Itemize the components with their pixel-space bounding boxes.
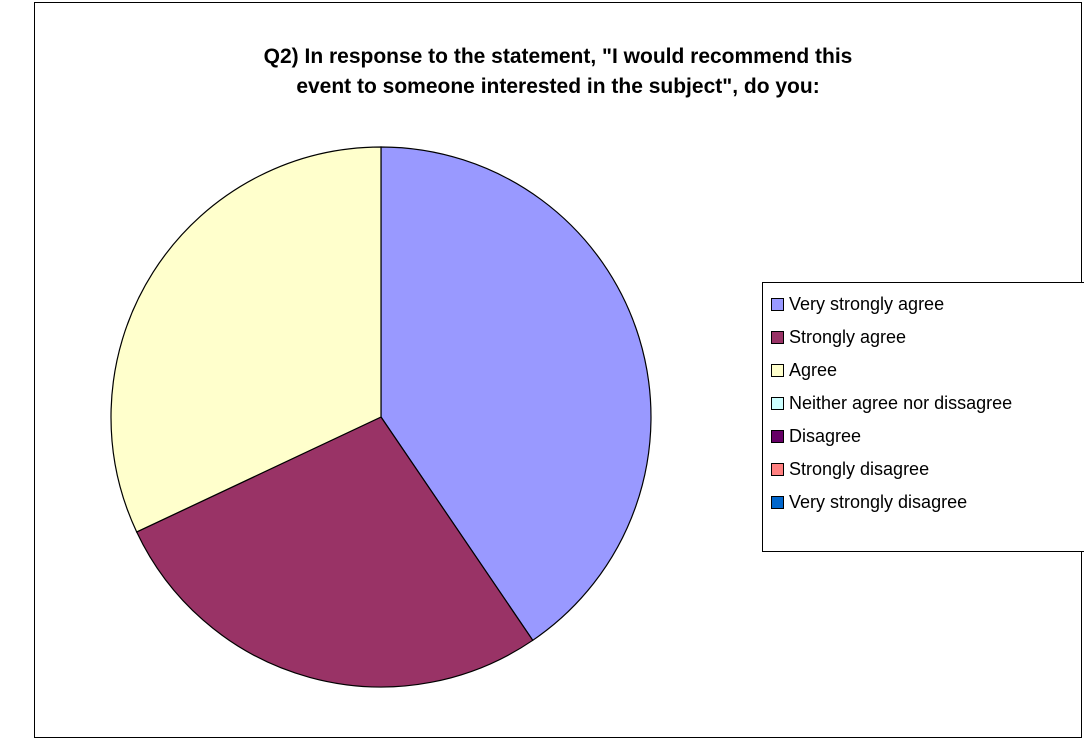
legend-label: Disagree <box>789 425 862 446</box>
legend-swatch <box>771 330 784 344</box>
legend-item: Strongly agree <box>771 324 906 350</box>
chart-title: Q2) In response to the statement, "I wou… <box>34 42 1082 102</box>
chart-title-line-2: event to someone interested in the subje… <box>296 75 820 98</box>
legend-item: Neither agree nor dissagree <box>771 390 1012 416</box>
legend-swatch <box>771 495 784 509</box>
legend-item: Disagree <box>771 423 861 449</box>
legend-label: Strongly disagree <box>789 458 930 479</box>
legend-swatch <box>771 462 784 476</box>
legend-label: Neither agree nor dissagree <box>789 392 1013 413</box>
legend-label: Strongly agree <box>789 326 907 347</box>
legend-swatch <box>771 429 784 443</box>
chart-title-line-1: Q2) In response to the statement, "I wou… <box>263 45 853 68</box>
legend-swatch <box>771 396 784 410</box>
legend-label: Agree <box>789 359 838 380</box>
legend-item: Very strongly agree <box>771 291 944 317</box>
pie-slice-agree <box>110 146 382 533</box>
legend-label: Very strongly agree <box>789 293 945 314</box>
pie-slice-strongly-agree <box>135 416 534 688</box>
pie-slice-very-strongly-agree <box>380 146 652 642</box>
legend-label: Very strongly disagree <box>789 491 968 512</box>
legend-swatch <box>771 363 784 377</box>
legend: Very strongly agree Strongly agree Agree Ne… <box>762 282 1084 552</box>
legend-item: Agree <box>771 357 837 383</box>
legend-swatch <box>771 297 784 311</box>
legend-item: Very strongly disagree <box>771 489 967 515</box>
legend-item: Strongly disagree <box>771 456 929 482</box>
